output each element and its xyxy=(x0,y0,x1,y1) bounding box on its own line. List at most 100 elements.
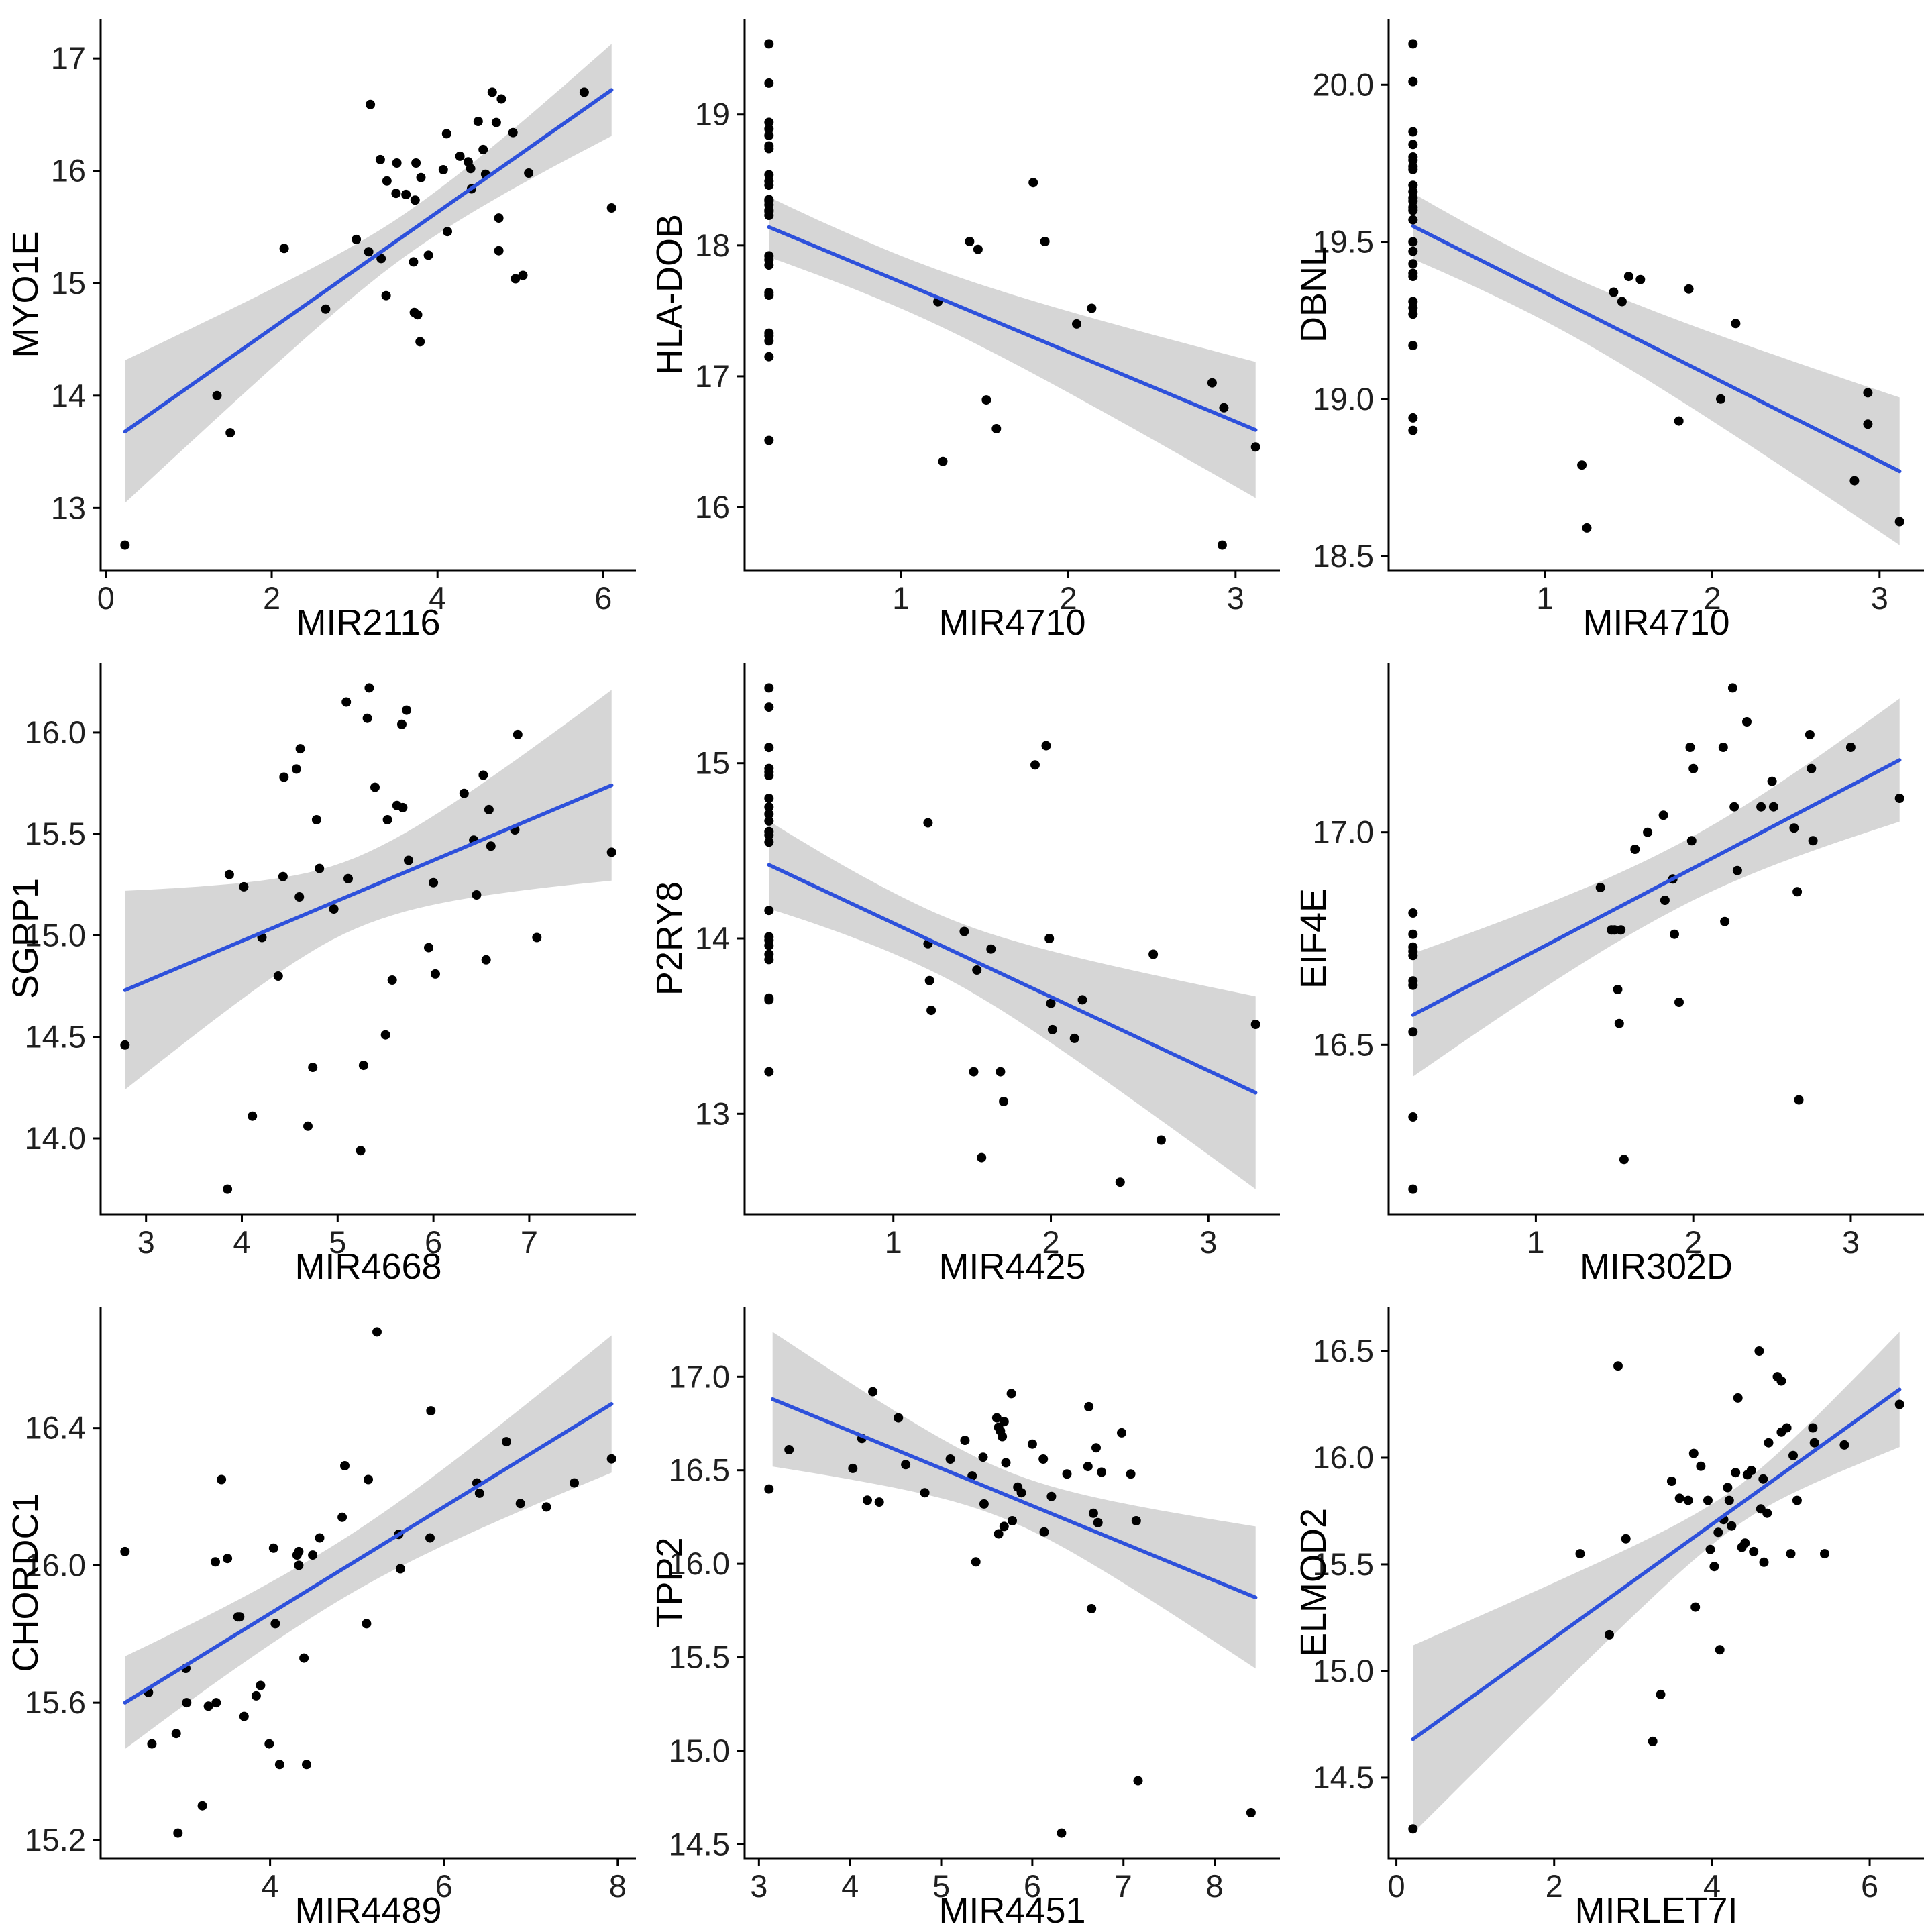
data-point xyxy=(764,39,774,49)
data-point xyxy=(1688,1448,1699,1458)
data-point xyxy=(376,254,386,264)
scatter-panel-elmod2: 0 2 4 6 14.5 15.0 15.5 16.0 16.5 MIRLET7I ELMOD2 xyxy=(1288,1288,1932,1932)
data-point xyxy=(1724,1495,1734,1505)
data-point xyxy=(764,906,774,916)
data-point xyxy=(1408,425,1418,435)
data-point xyxy=(382,815,392,824)
x-axis-title: MIR4425 xyxy=(938,1246,1085,1287)
data-point xyxy=(1605,1629,1614,1640)
data-point xyxy=(1764,1438,1774,1448)
data-point xyxy=(981,395,991,405)
data-point xyxy=(1643,827,1653,837)
x-tick-label: 2 xyxy=(1684,1224,1702,1260)
data-point xyxy=(1595,883,1605,892)
data-point xyxy=(225,428,235,438)
data-point xyxy=(1219,402,1229,413)
data-point xyxy=(1097,1467,1107,1477)
data-point xyxy=(478,770,488,780)
data-point xyxy=(364,1474,373,1485)
data-point xyxy=(1767,776,1777,786)
data-point xyxy=(1718,743,1728,752)
data-point xyxy=(978,1452,988,1462)
data-point xyxy=(381,290,391,301)
scatter-panel-hla-dob: 1 2 3 16 17 18 19 MIR4710 HLA-DOB xyxy=(644,0,1288,644)
regression-line xyxy=(1411,224,1902,474)
data-point xyxy=(211,1557,220,1567)
data-point xyxy=(764,830,774,840)
data-point xyxy=(1731,1468,1741,1478)
data-point xyxy=(491,117,501,127)
data-point xyxy=(1715,1645,1725,1655)
y-axis-title: ELMOD2 xyxy=(1293,1508,1334,1657)
data-point xyxy=(524,168,534,178)
confidence-band xyxy=(125,690,612,1090)
data-point xyxy=(1030,760,1040,770)
data-point xyxy=(239,1711,249,1721)
data-point xyxy=(764,180,774,191)
data-point xyxy=(541,1502,551,1512)
data-point xyxy=(416,172,426,182)
data-point xyxy=(1046,998,1056,1008)
y-tick-label: 15.5 xyxy=(669,1640,730,1675)
data-point xyxy=(606,203,616,213)
x-tick-label: 4 xyxy=(1703,1868,1721,1904)
y-tick-label: 18 xyxy=(695,227,730,263)
data-point xyxy=(1674,998,1684,1007)
y-tick-label: 17 xyxy=(51,40,86,76)
data-point xyxy=(380,1030,390,1040)
x-tick-label: 7 xyxy=(1115,1868,1132,1904)
data-point xyxy=(224,869,234,879)
data-point xyxy=(1733,1393,1743,1403)
data-point xyxy=(606,847,616,857)
data-point xyxy=(1703,1495,1713,1505)
data-point xyxy=(515,1499,525,1509)
data-point xyxy=(999,1417,1009,1427)
data-point xyxy=(1126,1469,1136,1479)
y-tick-label: 14.0 xyxy=(25,1120,86,1156)
data-point xyxy=(1115,1177,1125,1187)
x-tick-label: 3 xyxy=(1842,1224,1860,1260)
data-point xyxy=(1617,297,1627,307)
data-point xyxy=(239,881,249,892)
data-point xyxy=(248,1111,258,1121)
x-axis-title: MIR4489 xyxy=(294,1890,441,1931)
regression-line xyxy=(770,1397,1258,1600)
data-point xyxy=(1713,1527,1723,1538)
scatter-panel-myo1e: 0 2 4 6 13 14 15 16 17 MIR2116 MYO1E xyxy=(0,0,644,644)
data-point xyxy=(1720,916,1730,926)
scatter-panel-p2ry8: 1 2 3 13 14 15 MIR4425 P2RY8 xyxy=(644,644,1288,1288)
data-point xyxy=(1705,1544,1715,1554)
data-point xyxy=(1894,517,1904,527)
data-point xyxy=(979,1499,989,1509)
regression-line xyxy=(767,863,1258,1095)
data-point xyxy=(1839,1440,1849,1450)
confidence-band xyxy=(769,197,1256,498)
data-point xyxy=(764,809,774,819)
x-axis-title: MIR4710 xyxy=(1582,602,1729,643)
data-point xyxy=(294,1546,304,1556)
data-point xyxy=(1674,1493,1684,1503)
y-tick-label: 13 xyxy=(51,490,86,525)
data-point xyxy=(423,250,433,260)
data-point xyxy=(392,158,402,168)
data-point xyxy=(278,871,288,881)
x-tick-label: 8 xyxy=(609,1868,627,1904)
data-point xyxy=(1658,810,1668,820)
data-point xyxy=(969,1067,979,1077)
data-point xyxy=(364,247,374,257)
x-tick-label: 3 xyxy=(1227,580,1244,616)
data-point xyxy=(1408,272,1418,282)
data-point xyxy=(764,78,774,88)
regression-line xyxy=(1411,1387,1902,1741)
x-tick-label: 4 xyxy=(233,1224,250,1260)
data-point xyxy=(1408,164,1418,174)
x-tick-label: 0 xyxy=(97,580,115,616)
data-point xyxy=(274,1760,284,1770)
x-tick-label: 2 xyxy=(1059,580,1077,616)
data-point xyxy=(1156,1135,1166,1145)
x-tick-label: 7 xyxy=(521,1224,538,1260)
x-tick-label: 6 xyxy=(435,1868,453,1904)
data-point xyxy=(1408,341,1418,351)
data-point xyxy=(1408,215,1418,225)
data-point xyxy=(303,1121,313,1131)
